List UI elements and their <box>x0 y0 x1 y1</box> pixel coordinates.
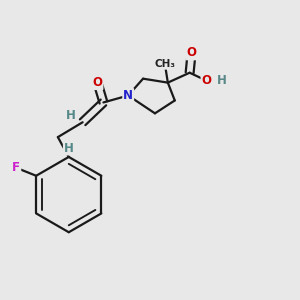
Text: CH₃: CH₃ <box>154 59 176 69</box>
Text: O: O <box>92 76 103 89</box>
Text: H: H <box>64 142 74 154</box>
Text: N: N <box>123 89 133 102</box>
Text: F: F <box>12 161 20 174</box>
Text: H: H <box>216 74 226 87</box>
Text: H: H <box>66 109 76 122</box>
Text: O: O <box>202 74 212 87</box>
Text: O: O <box>187 46 196 59</box>
